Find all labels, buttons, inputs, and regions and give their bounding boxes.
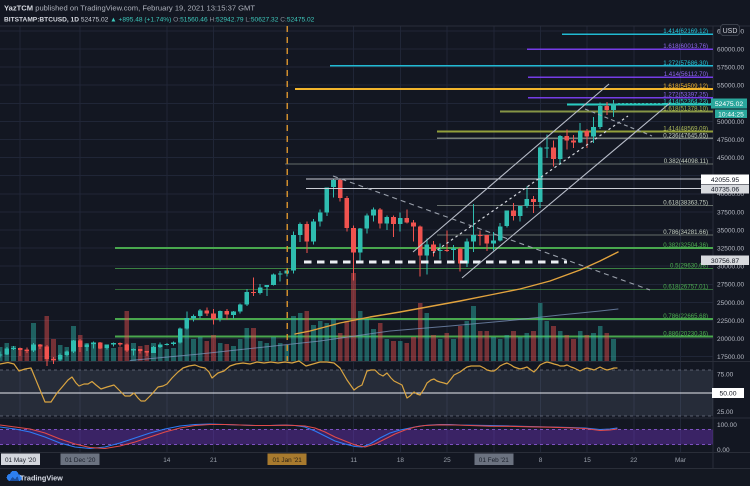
svg-text:22500.00: 22500.00 [717, 318, 744, 325]
svg-text:25: 25 [444, 457, 452, 464]
svg-text:11: 11 [350, 457, 357, 464]
svg-text:10:44:25: 10:44:25 [718, 111, 744, 118]
svg-text:0.618(26757.01): 0.618(26757.01) [663, 284, 708, 291]
svg-text:17500.00: 17500.00 [717, 354, 744, 361]
svg-text:52475.02: 52475.02 [715, 101, 744, 108]
svg-text:32500.00: 32500.00 [717, 246, 744, 253]
svg-text:0.886(20230.36): 0.886(20230.36) [663, 331, 708, 338]
svg-text:42055.95: 42055.95 [711, 177, 740, 184]
svg-text:75.00: 75.00 [717, 372, 734, 379]
svg-text:20000.00: 20000.00 [717, 336, 744, 343]
svg-text:01 Dec '20: 01 Dec '20 [65, 457, 96, 464]
svg-text:55000.00: 55000.00 [717, 83, 744, 90]
svg-text:1.272(53397.25): 1.272(53397.25) [663, 92, 708, 99]
svg-text:0.618(38363.75): 0.618(38363.75) [663, 200, 708, 207]
svg-text:1.414(56112.70): 1.414(56112.70) [664, 71, 708, 78]
svg-text:01 Jan '21: 01 Jan '21 [273, 457, 303, 464]
svg-text:0.5(29630.68): 0.5(29630.68) [670, 263, 708, 270]
svg-text:0.786(34281.66): 0.786(34281.66) [663, 229, 708, 236]
svg-text:35000.00: 35000.00 [717, 227, 744, 234]
svg-text:1.414(52364.23): 1.414(52364.23) [663, 98, 708, 105]
svg-text:8: 8 [539, 457, 543, 464]
svg-text:47500.00: 47500.00 [717, 137, 744, 144]
svg-text:0.00: 0.00 [717, 447, 730, 454]
svg-text:30000.00: 30000.00 [717, 264, 744, 271]
svg-text:45000.00: 45000.00 [717, 155, 744, 162]
svg-text:0.382(32504.36): 0.382(32504.36) [663, 242, 708, 249]
svg-text:18: 18 [397, 457, 405, 464]
svg-text:TradingView: TradingView [20, 474, 63, 483]
svg-text:1.414(62169.12): 1.414(62169.12) [663, 28, 708, 35]
svg-text:57500.00: 57500.00 [717, 65, 744, 72]
svg-text:01 May '20: 01 May '20 [5, 457, 37, 464]
svg-text:50.00: 50.00 [719, 391, 736, 398]
svg-text:50000.00: 50000.00 [717, 119, 744, 126]
svg-text:14: 14 [163, 457, 171, 464]
svg-text:BITSTAMP:BTCUSD, 1D 52475.02 ▲: BITSTAMP:BTCUSD, 1D 52475.02 ▲ +895.48 (… [4, 17, 315, 24]
svg-text:40735.06: 40735.06 [711, 186, 740, 193]
svg-text:21: 21 [210, 457, 218, 464]
svg-text:60000.00: 60000.00 [717, 46, 744, 53]
svg-text:0.786(22665.68): 0.786(22665.68) [663, 313, 708, 320]
svg-text:1.272(57686.30): 1.272(57686.30) [663, 60, 708, 67]
svg-text:100.00: 100.00 [717, 422, 737, 429]
svg-text:27500.00: 27500.00 [717, 282, 744, 289]
svg-text:USD: USD [723, 28, 738, 35]
svg-text:0.382(44098.11): 0.382(44098.11) [664, 158, 708, 165]
svg-text:1.618(51378.10): 1.618(51378.10) [663, 105, 708, 112]
svg-text:25000.00: 25000.00 [717, 300, 744, 307]
svg-text:0.236(47645.65): 0.236(47645.65) [663, 132, 708, 139]
svg-text:1.618(54509.12): 1.618(54509.12) [663, 83, 708, 90]
svg-text:15: 15 [584, 457, 592, 464]
svg-text:1.414(48569.09): 1.414(48569.09) [663, 126, 708, 133]
svg-text:40000.00: 40000.00 [717, 191, 744, 198]
svg-text:37500.00: 37500.00 [717, 209, 744, 216]
svg-text:30756.87: 30756.87 [711, 258, 740, 265]
svg-text:Mar: Mar [675, 457, 687, 464]
svg-text:1.618(60013.76): 1.618(60013.76) [663, 43, 708, 50]
svg-text:01 Feb '21: 01 Feb '21 [479, 457, 509, 464]
svg-text:22: 22 [630, 457, 638, 464]
svg-text:25.00: 25.00 [717, 409, 734, 416]
svg-text:YazTCM published on TradingVie: YazTCM published on TradingView.com, Feb… [4, 4, 255, 13]
